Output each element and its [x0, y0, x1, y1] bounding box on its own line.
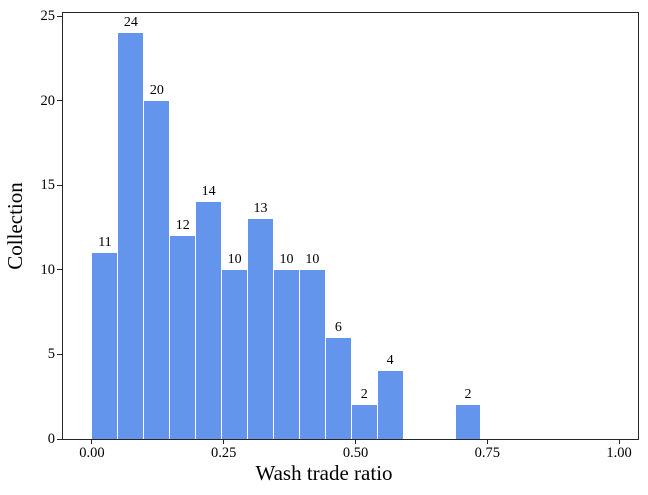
x-tick-label: 0.25 [211, 445, 237, 461]
y-tick-label: 15 [40, 177, 56, 194]
bar-value-label: 4 [386, 353, 394, 369]
histogram-bar [196, 202, 222, 439]
x-tick-mark [223, 440, 225, 444]
y-tick-label: 5 [47, 346, 55, 363]
histogram-bar [118, 33, 144, 439]
y-tick-mark [57, 15, 62, 17]
y-tick-label: 20 [40, 92, 56, 109]
bar-value-label: 20 [149, 82, 164, 98]
bar-value-label: 14 [201, 184, 216, 200]
bar-value-label: 24 [123, 15, 138, 31]
bar-value-label: 10 [305, 251, 320, 267]
x-tick-mark [91, 440, 93, 444]
y-tick-mark [57, 100, 62, 102]
bar-value-label: 11 [98, 235, 112, 251]
bar-value-label: 10 [227, 251, 242, 267]
x-tick-label: 1.00 [606, 445, 632, 461]
bar-value-label: 13 [253, 201, 268, 217]
y-tick-mark [57, 269, 62, 271]
histogram-bar [377, 371, 403, 439]
x-axis-label: Wash trade ratio [255, 461, 393, 485]
y-tick-mark [57, 353, 62, 355]
bar-value-label: 2 [464, 387, 472, 403]
histogram-bar [170, 236, 196, 439]
histogram-bar [455, 405, 481, 439]
x-tick-label: 0.75 [474, 445, 500, 461]
histogram-bar [299, 269, 325, 439]
x-tick-mark [618, 440, 620, 444]
histogram-bar [273, 269, 299, 439]
y-tick-label: 10 [40, 261, 56, 278]
y-tick-mark [57, 184, 62, 186]
y-tick-label: 0 [47, 431, 55, 447]
histogram-bar [222, 269, 248, 439]
x-tick-mark [355, 440, 356, 444]
y-tick-label: 25 [40, 8, 56, 25]
bar-value-label: 2 [360, 387, 368, 403]
histogram-bar [144, 100, 170, 439]
bar-value-label: 10 [279, 251, 294, 267]
histogram-bar [351, 405, 377, 439]
x-tick-mark [486, 440, 488, 444]
y-axis-label: Collection [3, 182, 27, 270]
x-tick-label: 0.50 [342, 445, 369, 461]
histogram-bar [325, 337, 351, 439]
x-tick-label: 0.00 [79, 445, 105, 461]
bar-value-label: 12 [175, 218, 190, 234]
histogram-bar [92, 253, 118, 439]
histogram-bar [248, 219, 273, 439]
y-tick-mark [57, 438, 62, 440]
bar-value-label: 6 [334, 319, 342, 335]
